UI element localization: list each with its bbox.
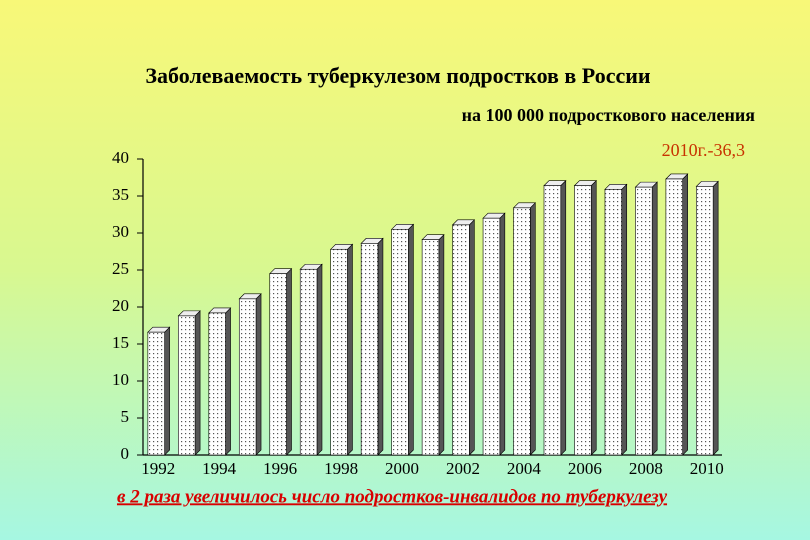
bar-side (438, 233, 445, 456)
bar (665, 178, 683, 456)
chart-title: Заболеваемость туберкулезом подростков в… (145, 63, 650, 88)
bar-side (530, 202, 536, 456)
bar-side (194, 310, 201, 456)
footnote: в 2 раза увеличилось число подростков-ин… (117, 486, 668, 507)
bar (513, 207, 531, 456)
bar-side (164, 326, 170, 456)
x-tick-label: 1994 (202, 459, 237, 478)
bar (238, 298, 257, 456)
bar-side (255, 293, 262, 456)
chart-subtitle: на 100 000 подросткового населения (462, 105, 756, 125)
x-tick-label: 2004 (507, 459, 542, 478)
x-tick-label: 2008 (629, 459, 663, 478)
y-tick-label: 40 (112, 148, 129, 167)
bar (635, 186, 653, 456)
bar (543, 185, 562, 456)
x-tick-label: 2006 (568, 459, 602, 478)
bar (360, 243, 379, 456)
bar (208, 312, 226, 456)
bar-side (651, 181, 658, 456)
y-tick-label: 20 (112, 296, 129, 315)
bar-side (621, 183, 628, 456)
bar (330, 248, 348, 456)
bar-side (712, 180, 719, 456)
bar-side (316, 263, 323, 456)
y-tick-label: 15 (112, 333, 129, 352)
bar (696, 186, 714, 456)
bar-side (408, 223, 414, 456)
bar (482, 217, 501, 456)
bar (452, 224, 470, 456)
x-tick-label: 2002 (446, 459, 480, 478)
y-tick-label: 0 (121, 444, 130, 463)
x-tick-label: 1998 (324, 459, 358, 478)
x-tick-label: 1996 (263, 459, 297, 478)
y-tick-label: 25 (112, 259, 129, 278)
bar-side (225, 307, 231, 456)
bar (574, 185, 592, 456)
bar (178, 315, 196, 456)
bar-side (286, 267, 292, 456)
annotation: 2010г.-36,3 (662, 140, 745, 160)
y-tick-label: 30 (112, 222, 129, 241)
bar-side (469, 219, 475, 456)
bar (269, 273, 287, 456)
y-tick-label: 35 (112, 185, 129, 204)
bar (299, 268, 318, 456)
bar (421, 239, 440, 456)
x-tick-label: 2010 (690, 459, 724, 478)
x-tick-label: 2000 (385, 459, 419, 478)
bar-side (499, 212, 506, 456)
bar-side (377, 237, 384, 456)
bar (391, 229, 409, 456)
y-tick-label: 10 (112, 370, 129, 389)
bar (147, 331, 165, 456)
y-tick-label: 5 (121, 407, 130, 426)
bar-side (682, 173, 688, 456)
bar-side (590, 179, 597, 456)
bar-side (560, 179, 567, 456)
x-tick-label: 1992 (141, 459, 175, 478)
bar-side (347, 243, 353, 456)
bar (604, 189, 623, 456)
